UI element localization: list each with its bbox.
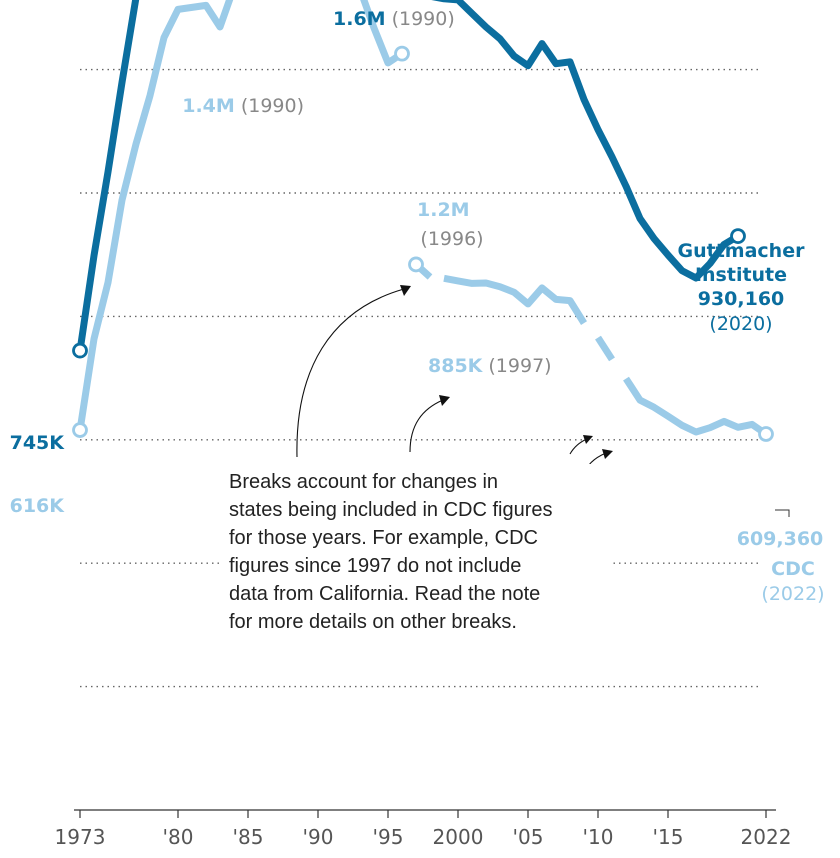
annotation-line-5: data from California. Read the note xyxy=(229,583,540,605)
annotation-arrowhead-2012 xyxy=(602,449,613,459)
cdc-series-line xyxy=(76,0,404,431)
guttmacher-peak-label: 1.6M (1990) xyxy=(333,8,455,30)
x-tick-label: '80 xyxy=(163,825,194,849)
cdc-end-year: (2022) xyxy=(761,583,824,605)
cdc-1973-marker xyxy=(72,422,88,438)
x-tick-label: '05 xyxy=(513,825,544,849)
guttmacher-end-value: 930,160 xyxy=(698,288,785,310)
annotation-text: Breaks account for changes in states bei… xyxy=(229,471,558,633)
cdc-2022-marker xyxy=(758,426,774,442)
cdc-series-line xyxy=(443,274,587,325)
x-tick-label: 2022 xyxy=(741,825,792,849)
x-tick-label: '10 xyxy=(583,825,614,849)
cdc-start-label: 616K xyxy=(10,495,66,517)
x-tick-label: '90 xyxy=(303,825,334,849)
guttmacher-series-name-1: Guttmacher xyxy=(678,240,806,262)
cdc-1996-year: (1996) xyxy=(420,228,483,250)
x-tick-label: '15 xyxy=(653,825,684,849)
x-tick-label: 1973 xyxy=(55,825,106,849)
cdc-series-line xyxy=(623,376,768,437)
guttmacher-series-name-2: Institute xyxy=(695,264,787,286)
annotation-line-1: Breaks account for changes in xyxy=(229,471,498,493)
guttmacher-2020-marker xyxy=(730,228,746,244)
cdc-end-bracket xyxy=(775,509,790,517)
x-tick-label: '85 xyxy=(233,825,264,849)
annotation-arrow-2010 xyxy=(569,438,588,455)
cdc-1997-marker xyxy=(408,256,424,273)
annotation-line-4: figures since 1997 do not include xyxy=(229,555,521,577)
annotation-arrowhead-2010 xyxy=(583,435,593,444)
annotation-arrowhead-1999 xyxy=(439,395,450,406)
cdc-end-value: 609,360 xyxy=(737,528,824,550)
guttmacher-end-year: (2020) xyxy=(709,313,772,335)
annotation-line-3: for those years. For example, CDC xyxy=(229,527,538,549)
guttmacher-start-label: 745K xyxy=(10,432,66,454)
cdc-peak-label: 1.4M (1990) xyxy=(182,95,304,117)
annotation-arrow-1999 xyxy=(409,399,444,453)
cdc-1996-value: 1.2M xyxy=(417,199,470,221)
cdc-series-line xyxy=(595,335,615,362)
annotation-box xyxy=(222,464,612,640)
cdc-1996-marker xyxy=(394,45,410,62)
annotation-line-6: for more details on other breaks. xyxy=(229,611,517,633)
cdc-1997-label: 885K (1997) xyxy=(428,355,552,377)
x-tick-label: '95 xyxy=(373,825,404,849)
annotation-arrow-main xyxy=(296,288,405,458)
annotation-line-2: states being included in CDC figures xyxy=(229,499,553,521)
annotation-arrowhead-main xyxy=(400,285,411,296)
x-tick-label: 2000 xyxy=(433,825,484,849)
cdc-series-name: CDC xyxy=(771,558,815,580)
point-markers xyxy=(72,45,774,442)
guttmacher-1973-marker xyxy=(72,342,88,359)
x-axis: 1973 '80 '85 '90 '95 2000 '05 '10 '15 2022 xyxy=(55,809,792,849)
guttmacher-series-line xyxy=(76,0,740,352)
